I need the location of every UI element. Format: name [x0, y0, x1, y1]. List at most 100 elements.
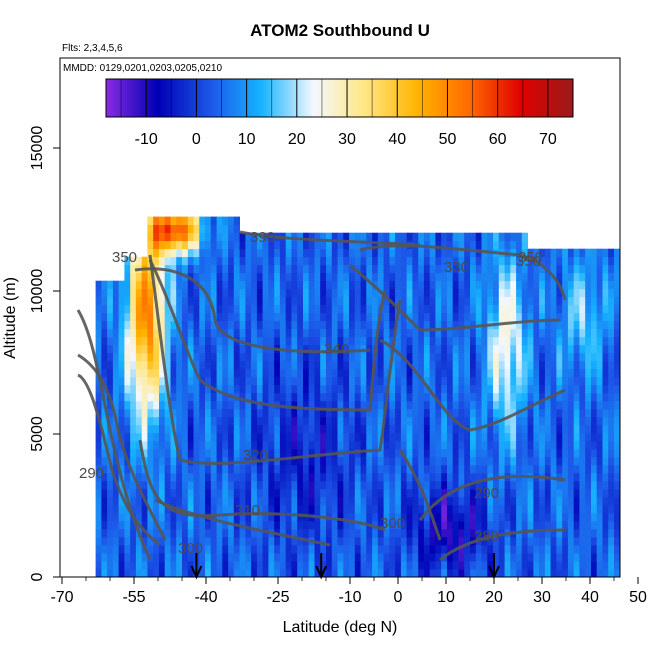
heatmap-cell [562, 296, 569, 306]
heatmap-cell [279, 296, 287, 306]
heatmap-cell [562, 512, 569, 522]
heatmap-cell [331, 392, 338, 402]
heatmap-cell [343, 384, 350, 394]
heatmap-cell [366, 232, 373, 242]
heatmap-cell [591, 416, 598, 426]
heatmap-cell [291, 376, 298, 386]
x-tick-label: 50 [629, 589, 647, 606]
heatmap-cell [297, 408, 304, 418]
heatmap-cell [567, 553, 575, 562]
heatmap-cell [205, 280, 212, 290]
heatmap-cell [135, 272, 143, 282]
heatmap-cell [608, 264, 615, 274]
heatmap-cell [596, 440, 603, 450]
heatmap-cell [579, 520, 586, 530]
heatmap-cell [372, 569, 379, 577]
heatmap-cell [291, 256, 298, 266]
heatmap-cell [464, 328, 471, 338]
heatmap-cell [291, 529, 298, 538]
heatmap-cell [297, 256, 304, 266]
heatmap-cell [210, 272, 217, 282]
heatmap-cell [585, 344, 592, 354]
heatmap-cell [268, 520, 275, 530]
heatmap-cell [493, 304, 500, 314]
heatmap-cell [170, 216, 177, 225]
heatmap-cell [176, 344, 183, 354]
heatmap-cell [343, 272, 350, 282]
heatmap-cell [101, 529, 108, 538]
heatmap-cell [516, 272, 523, 282]
heatmap-cell [412, 312, 419, 322]
heatmap-cell [527, 432, 534, 442]
heatmap-cell [210, 264, 217, 274]
heatmap-cell [331, 504, 338, 514]
heatmap-cell [251, 553, 258, 562]
heatmap-cell [544, 529, 552, 538]
heatmap-cell [291, 360, 298, 370]
heatmap-cell [550, 264, 557, 274]
heatmap-cell [268, 504, 275, 514]
heatmap-cell [366, 432, 373, 442]
heatmap-cell [602, 336, 609, 346]
heatmap-cell [130, 384, 137, 394]
heatmap-cell [124, 464, 131, 474]
heatmap-cell [626, 281, 632, 289]
heatmap-cell [141, 561, 148, 570]
heatmap-cell [481, 456, 488, 466]
heatmap-cell [187, 545, 194, 554]
heatmap-cell [360, 553, 367, 562]
heatmap-cell [418, 360, 425, 370]
heatmap-cell [308, 280, 315, 290]
heatmap-cell [216, 296, 223, 306]
heatmap-cell [279, 368, 287, 378]
heatmap-cell [354, 280, 361, 290]
heatmap-cell [124, 256, 131, 266]
heatmap-cell [481, 424, 488, 434]
heatmap-cell [591, 424, 598, 434]
heatmap-cell [222, 264, 229, 274]
heatmap-cell [596, 432, 603, 442]
heatmap-cell [268, 416, 275, 426]
heatmap-cell [464, 488, 471, 498]
heatmap-cell [481, 256, 488, 266]
heatmap-cell [619, 432, 620, 442]
heatmap-cell [470, 272, 477, 282]
heatmap-cell [458, 400, 465, 410]
heatmap-cell [141, 320, 148, 330]
colorbar-tick-label: 20 [288, 131, 306, 148]
heatmap-cell [124, 440, 131, 450]
heatmap-cell [626, 481, 632, 489]
heatmap-cell [579, 384, 586, 394]
heatmap-cell [533, 408, 540, 418]
heatmap-cell [412, 352, 419, 362]
heatmap-cell [567, 424, 575, 434]
heatmap-cell [539, 376, 546, 386]
heatmap-cell [314, 304, 321, 314]
x-tick-label: -10 [338, 589, 361, 606]
heatmap-cell [349, 280, 356, 290]
heatmap-cell [619, 280, 620, 290]
heatmap-cell [418, 248, 425, 258]
heatmap-cell [441, 320, 448, 330]
heatmap-cell [452, 472, 459, 482]
heatmap-cell [222, 424, 229, 434]
heatmap-cell [637, 481, 643, 489]
heatmap-cell [308, 344, 315, 354]
heatmap-cell [141, 376, 148, 386]
heatmap-cell [458, 496, 465, 506]
heatmap-cell [187, 216, 194, 225]
heatmap-cell [395, 320, 402, 330]
heatmap-cell [504, 496, 511, 506]
heatmap-cell [216, 400, 223, 410]
heatmap-cell [164, 520, 171, 530]
heatmap-cell [262, 537, 269, 546]
heatmap-cell [135, 440, 143, 450]
heatmap-cell [608, 512, 615, 522]
heatmap-cell [452, 328, 459, 338]
heatmap-cell [308, 424, 315, 434]
heatmap-cell [285, 504, 292, 514]
heatmap-cell [585, 352, 592, 362]
heatmap-cell [199, 384, 206, 394]
heatmap-cell [608, 352, 615, 362]
heatmap-cell [360, 392, 367, 402]
